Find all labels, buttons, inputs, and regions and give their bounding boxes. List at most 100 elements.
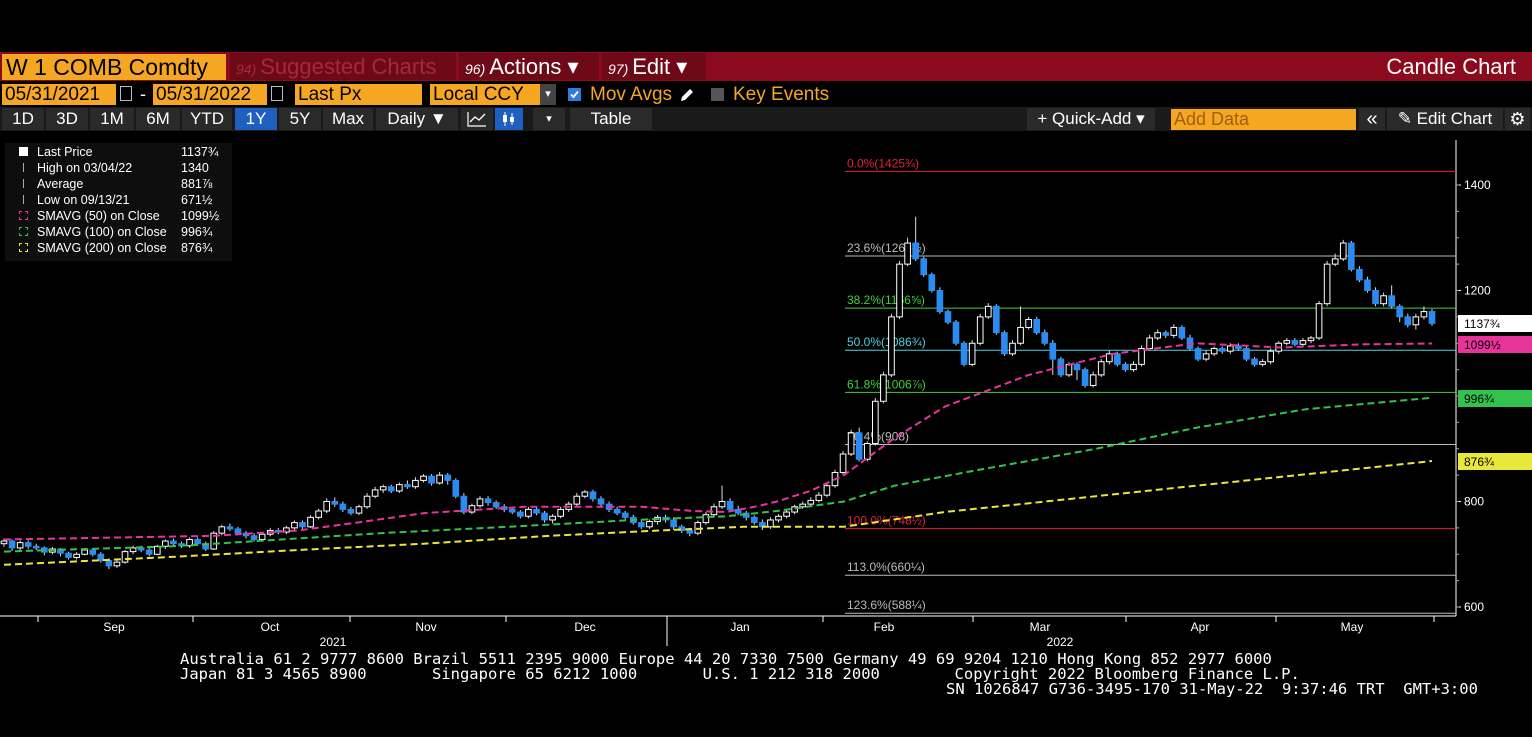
quick-add-button[interactable]: + Quick-Add ▾	[1027, 108, 1155, 130]
candle-body	[194, 538, 201, 545]
legend-row[interactable]: High on 03/04/22 1340	[5, 160, 232, 176]
calendar-icon[interactable]	[120, 86, 132, 101]
candle-body	[1235, 345, 1242, 350]
candle-body	[871, 400, 879, 444]
candle-body	[750, 516, 758, 524]
gear-icon[interactable]: ⚙	[1505, 108, 1530, 130]
candle-body	[129, 547, 137, 553]
menu-label: Edit ▾	[632, 54, 688, 79]
pencil-icon[interactable]	[678, 86, 696, 109]
legend-row[interactable]: Average 881⅞	[5, 176, 232, 192]
candle-body	[404, 484, 411, 488]
footer-copyright-line: Japan 81 3 4565 8900 Singapore 65 6212 1…	[180, 665, 1300, 683]
add-data-input[interactable]: Add Data	[1171, 109, 1356, 130]
candle-body	[65, 552, 72, 558]
candle-body	[16, 542, 24, 549]
chevron-down-icon[interactable]: ▾	[540, 84, 556, 105]
actions-menu[interactable]: 96) Actions ▾	[459, 53, 599, 80]
y-tick-label: 1400	[1464, 178, 1491, 192]
chevron-down-icon[interactable]: ▾	[533, 108, 565, 130]
candle-body	[8, 540, 16, 549]
end-date-field[interactable]: 05/31/2022	[153, 84, 267, 105]
currency-selector[interactable]: Local CCY	[430, 84, 540, 105]
legend-name: High on 03/04/22	[37, 161, 133, 175]
edit-menu[interactable]: 97) Edit ▾	[602, 53, 706, 80]
candle-body	[1025, 319, 1032, 328]
price-tag-label: 996¾	[1464, 392, 1495, 406]
candle-body	[896, 263, 903, 318]
candle-body	[1202, 353, 1210, 360]
candle-body	[597, 498, 605, 505]
candle-body	[1178, 326, 1186, 339]
candle-body	[1347, 242, 1355, 270]
candle-body	[395, 484, 403, 492]
range-6m-button[interactable]: 6M	[136, 108, 180, 130]
candle-body	[799, 503, 807, 508]
candle-body	[32, 545, 40, 549]
suggested-charts-menu[interactable]: 94) Suggested Charts	[230, 53, 456, 80]
range-5y-button[interactable]: 5Y	[279, 108, 321, 130]
key-events-checkbox[interactable]	[711, 88, 724, 101]
candle-body	[1356, 268, 1363, 281]
candle-body	[952, 321, 960, 344]
candle-body	[1412, 316, 1420, 326]
legend-row[interactable]: SMAVG (100) on Close 996¾	[5, 224, 232, 240]
calendar-icon[interactable]	[271, 86, 283, 101]
candle-body	[1089, 374, 1097, 386]
range-1m-button[interactable]: 1M	[90, 108, 134, 130]
candle-body	[533, 508, 540, 514]
candle-body	[1420, 311, 1428, 318]
candle-body	[638, 522, 645, 528]
table-button[interactable]: Table	[570, 108, 652, 130]
legend-marker-icon	[19, 227, 28, 236]
x-tick-label: Jan	[730, 620, 749, 634]
candle-body	[315, 510, 322, 518]
candle-body	[573, 495, 581, 505]
range-3d-button[interactable]: 3D	[46, 108, 88, 130]
candle-body	[1033, 319, 1041, 334]
candle-body	[702, 514, 710, 524]
candle-body	[1251, 358, 1258, 365]
field-selector[interactable]: Last Px	[295, 84, 422, 105]
candle-body	[121, 551, 129, 563]
collapse-icon[interactable]: «	[1359, 108, 1385, 130]
candle-body	[250, 535, 258, 540]
candle-body	[783, 511, 790, 517]
candle-body	[944, 311, 952, 323]
candle-chart-icon[interactable]	[495, 108, 523, 130]
legend-row[interactable]: Low on 09/13/21 671½	[5, 192, 232, 208]
candle-body	[1307, 337, 1315, 342]
range-1y-button[interactable]: 1Y	[235, 108, 277, 130]
mov-avgs-checkbox[interactable]	[568, 88, 581, 101]
candle-body	[517, 511, 524, 517]
y-tick-label: 800	[1464, 495, 1484, 509]
range-1d-button[interactable]: 1D	[2, 108, 44, 130]
candle-body	[767, 519, 774, 528]
candle-body	[670, 519, 677, 528]
ticker-field[interactable]: W 1 COMB Comdty	[2, 54, 226, 80]
candle-body	[412, 479, 419, 488]
candle-body	[1194, 348, 1202, 360]
x-tick-label: Mar	[1030, 620, 1051, 634]
candle-body	[283, 527, 290, 533]
legend-value: 876¾	[181, 241, 213, 255]
range-ytd-button[interactable]: YTD	[182, 108, 232, 130]
candle-chart[interactable]: 600800120014000.0%(1425¾)23.6%(1265½)38.…	[0, 132, 1532, 652]
line-chart-icon[interactable]	[461, 108, 493, 130]
x-tick-label: Oct	[261, 620, 280, 634]
candle-body	[1226, 345, 1234, 352]
legend-row[interactable]: SMAVG (200) on Close 876¾	[5, 240, 232, 256]
candle-body	[226, 526, 234, 530]
candle-body	[936, 290, 944, 313]
mov-avgs-label: Mov Avgs	[590, 84, 673, 105]
candle-body	[355, 506, 363, 514]
legend-row[interactable]: SMAVG (50) on Close 1099½	[5, 208, 232, 224]
fib-label: 50.0%(1086¾)	[847, 335, 926, 349]
candle-body	[863, 442, 871, 460]
legend-row[interactable]: Last Price 1137¾	[5, 144, 232, 160]
start-date-field[interactable]: 05/31/2021	[2, 84, 116, 105]
edit-chart-button[interactable]: ✎ Edit Chart	[1387, 108, 1503, 130]
range-max-button[interactable]: Max	[323, 108, 373, 130]
candle-body	[847, 432, 855, 455]
period-selector[interactable]: Daily ▼	[376, 108, 458, 130]
